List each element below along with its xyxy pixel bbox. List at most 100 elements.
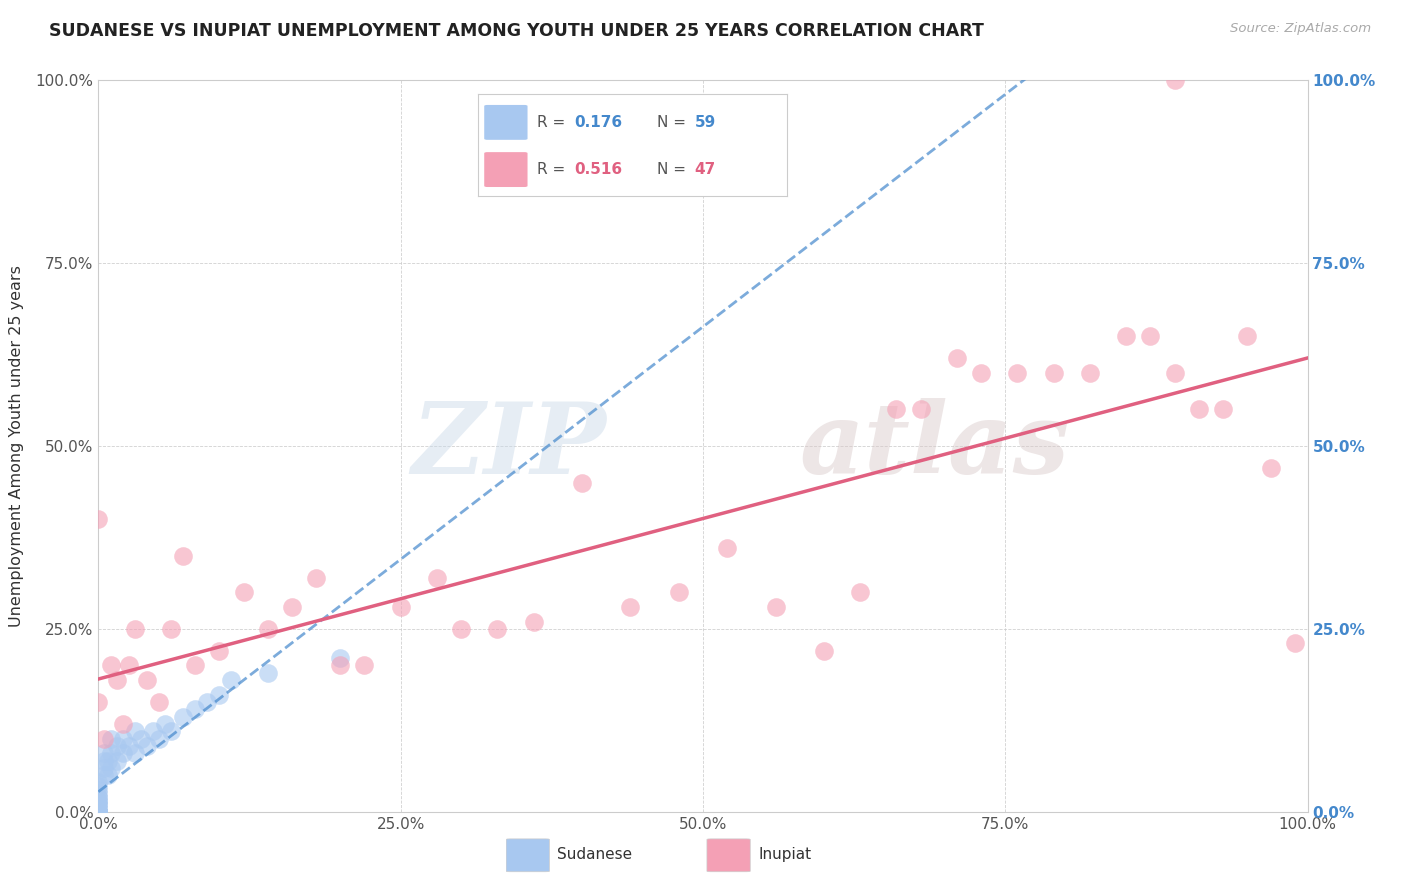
Point — [486, 622, 509, 636]
Point — [329, 651, 352, 665]
Point — [426, 571, 449, 585]
Point — [111, 746, 134, 760]
Point — [389, 599, 412, 614]
Point — [87, 805, 110, 819]
Point — [281, 599, 304, 614]
Point — [849, 585, 872, 599]
Point — [100, 746, 122, 760]
Point — [142, 724, 165, 739]
Point — [970, 366, 993, 380]
Point — [135, 673, 157, 687]
Point — [129, 731, 152, 746]
Text: atlas: atlas — [800, 398, 1070, 494]
Text: Inupiat: Inupiat — [758, 847, 811, 862]
Point — [111, 717, 134, 731]
Text: Source: ZipAtlas.com: Source: ZipAtlas.com — [1230, 22, 1371, 36]
Point — [93, 761, 115, 775]
Point — [87, 512, 110, 526]
Point — [124, 746, 146, 760]
Point — [93, 731, 115, 746]
Point — [1188, 402, 1211, 417]
Point — [1078, 366, 1101, 380]
Point — [1260, 461, 1282, 475]
Point — [87, 790, 110, 805]
Point — [124, 622, 146, 636]
Point — [111, 731, 134, 746]
Point — [87, 797, 110, 812]
Point — [160, 724, 183, 739]
Point — [87, 775, 110, 789]
Point — [208, 688, 231, 702]
Point — [87, 801, 110, 815]
Point — [87, 805, 110, 819]
Text: 0.516: 0.516 — [574, 162, 621, 178]
Point — [87, 797, 110, 812]
Point — [813, 644, 835, 658]
Point — [87, 782, 110, 797]
Point — [87, 805, 110, 819]
Point — [1236, 329, 1258, 343]
Point — [87, 805, 110, 819]
Point — [1007, 366, 1029, 380]
Point — [1284, 636, 1306, 650]
FancyBboxPatch shape — [506, 838, 550, 871]
Point — [105, 673, 128, 687]
Point — [87, 805, 110, 819]
Point — [1115, 329, 1137, 343]
Point — [100, 761, 122, 775]
Point — [87, 805, 110, 819]
Point — [195, 695, 218, 709]
Point — [619, 599, 641, 614]
Point — [135, 739, 157, 753]
Point — [87, 805, 110, 819]
Point — [221, 673, 243, 687]
Point — [886, 402, 908, 417]
Point — [87, 794, 110, 808]
Point — [124, 724, 146, 739]
Point — [523, 615, 546, 629]
Y-axis label: Unemployment Among Youth under 25 years: Unemployment Among Youth under 25 years — [10, 265, 24, 627]
FancyBboxPatch shape — [484, 153, 527, 187]
Point — [87, 805, 110, 819]
Point — [97, 768, 120, 782]
Point — [93, 768, 115, 782]
Text: ZIP: ZIP — [412, 398, 606, 494]
Text: R =: R = — [537, 115, 569, 130]
Point — [87, 805, 110, 819]
Point — [118, 739, 141, 753]
Point — [1212, 402, 1234, 417]
Point — [148, 695, 170, 709]
Text: R =: R = — [537, 162, 569, 178]
Point — [765, 599, 787, 614]
Text: N =: N = — [658, 162, 692, 178]
Point — [1139, 329, 1161, 343]
Text: 0.176: 0.176 — [574, 115, 621, 130]
Point — [118, 658, 141, 673]
Text: 59: 59 — [695, 115, 716, 130]
Point — [716, 541, 738, 556]
Point — [105, 739, 128, 753]
Point — [160, 622, 183, 636]
Point — [668, 585, 690, 599]
Point — [100, 731, 122, 746]
Point — [946, 351, 969, 366]
Point — [87, 695, 110, 709]
Point — [87, 790, 110, 805]
Point — [184, 658, 207, 673]
Point — [148, 731, 170, 746]
Point — [87, 794, 110, 808]
Point — [87, 805, 110, 819]
Point — [87, 801, 110, 815]
Text: SUDANESE VS INUPIAT UNEMPLOYMENT AMONG YOUTH UNDER 25 YEARS CORRELATION CHART: SUDANESE VS INUPIAT UNEMPLOYMENT AMONG Y… — [49, 22, 984, 40]
Point — [87, 787, 110, 801]
Point — [87, 805, 110, 819]
Point — [184, 702, 207, 716]
Point — [172, 709, 194, 723]
Point — [87, 805, 110, 819]
Point — [256, 665, 278, 680]
Point — [87, 805, 110, 819]
Text: N =: N = — [658, 115, 692, 130]
Text: 47: 47 — [695, 162, 716, 178]
Point — [450, 622, 472, 636]
FancyBboxPatch shape — [484, 105, 527, 140]
